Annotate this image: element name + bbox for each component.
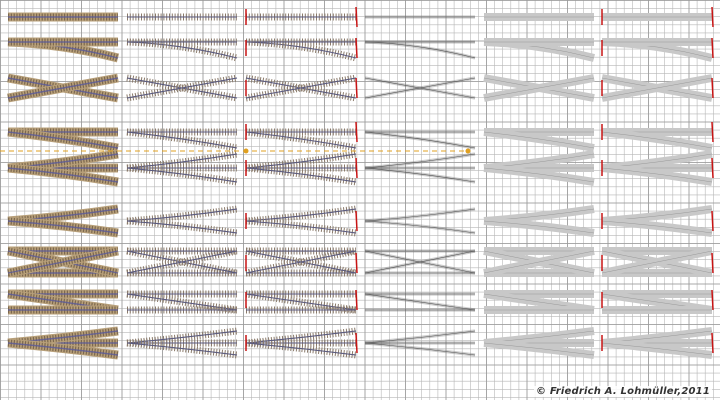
copyright-credit: © Friedrich A. Lohmüller,2011 [533, 386, 712, 397]
track-piece-curve-silhouette-marked [601, 37, 714, 62]
track-piece-crossing-silhouette [483, 74, 595, 102]
track-piece-y-turnout-wire [364, 207, 476, 235]
endpoint-marker [355, 157, 358, 179]
endpoint-marker [355, 289, 358, 311]
endpoint-marker [355, 37, 358, 59]
track-piece-crossing-silhouette-marked [601, 74, 714, 102]
track-piece-double-turnout-sleepers [126, 150, 238, 186]
track-piece-three-way-wire [364, 329, 476, 357]
track-piece-y-turnout-silhouette [483, 205, 595, 237]
endpoint-marker [711, 77, 714, 99]
track-piece-three-way-sleepers-marked [245, 327, 358, 359]
endpoint-marker [355, 6, 358, 28]
track-piece-y-turnout-textured [7, 204, 119, 238]
track-piece-double-crossing-sleepers [126, 247, 238, 277]
track-piece-double-crossing-textured [7, 246, 119, 278]
track-piece-turnout-sleepers-marked [245, 121, 358, 152]
track-piece-turnout-pair-sleepers-marked [245, 289, 358, 314]
track-piece-straight-sleepers-marked [245, 6, 358, 28]
track-piece-y-turnout-sleepers [126, 205, 238, 237]
endpoint-marker [355, 332, 358, 354]
endpoint-marker [711, 210, 714, 232]
track-piece-three-way-silhouette [483, 327, 595, 359]
track-piece-crossing-sleepers [126, 74, 238, 102]
track-piece-double-turnout-silhouette [483, 150, 595, 186]
track-piece-crossing-sleepers-marked [245, 74, 358, 102]
endpoint-marker [355, 210, 358, 232]
track-piece-curve-silhouette [483, 38, 595, 62]
track-piece-double-crossing-sleepers-marked [245, 247, 358, 277]
track-piece-double-turnout-sleepers-marked [245, 150, 358, 186]
endpoint-marker [711, 6, 714, 28]
endpoint-marker [711, 289, 714, 311]
track-piece-crossing-wire [364, 76, 476, 100]
endpoint-marker [711, 121, 714, 143]
track-piece-turnout-pair-silhouette [483, 290, 595, 314]
track-piece-y-turnout-sleepers-marked [245, 205, 358, 237]
track-piece-double-turnout-silhouette-marked [601, 150, 714, 186]
track-piece-turnout-silhouette-marked [601, 121, 714, 152]
track-piece-turnout-pair-silhouette-marked [601, 289, 714, 314]
endpoint-marker [355, 252, 358, 274]
track-piece-crossing-textured [7, 73, 119, 103]
track-piece-three-way-silhouette-marked [601, 327, 714, 359]
guide-dot [243, 148, 249, 154]
endpoint-marker [711, 157, 714, 179]
endpoint-marker [355, 77, 358, 99]
track-piece-curve-wire [364, 40, 476, 60]
track-piece-double-crossing-silhouette [483, 247, 595, 277]
track-piece-three-way-textured [7, 326, 119, 360]
track-piece-three-way-sleepers [126, 327, 238, 359]
track-piece-double-turnout-wire [364, 152, 476, 184]
endpoint-marker [711, 252, 714, 274]
track-piece-straight-silhouette-marked [601, 6, 714, 28]
track-piece-turnout-textured [7, 127, 119, 153]
track-piece-turnout-sleepers [126, 128, 238, 152]
track-piece-curve-textured [7, 37, 120, 63]
track-piece-y-turnout-silhouette-marked [601, 205, 714, 237]
track-piece-turnout-silhouette [483, 128, 595, 152]
track-piece-turnout-pair-textured [7, 289, 119, 315]
endpoint-marker [355, 121, 358, 143]
track-piece-turnout-wire [364, 130, 476, 150]
track-piece-curve-sleepers [126, 38, 238, 62]
guide-dot [465, 148, 471, 154]
track-piece-double-crossing-wire [364, 249, 476, 275]
track-piece-turnout-pair-wire [364, 292, 476, 312]
track-piece-curve-sleepers-marked [245, 37, 358, 62]
endpoint-marker [711, 332, 714, 354]
track-piece-double-turnout-textured [7, 149, 119, 187]
endpoint-marker [711, 37, 714, 59]
track-piece-turnout-pair-sleepers [126, 290, 238, 314]
track-piece-double-crossing-silhouette-marked [601, 247, 714, 277]
